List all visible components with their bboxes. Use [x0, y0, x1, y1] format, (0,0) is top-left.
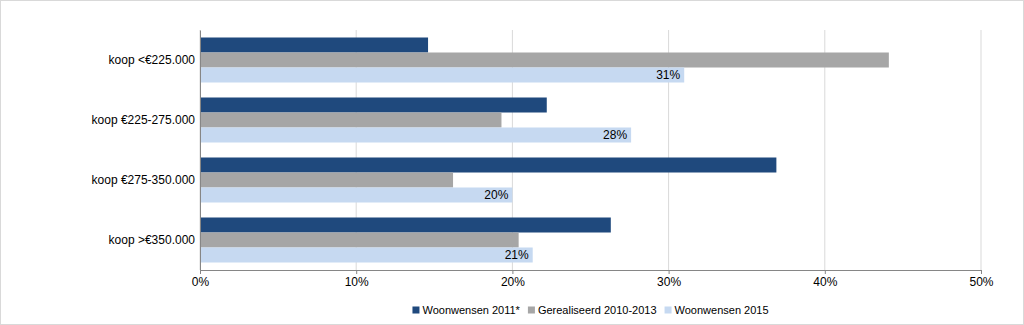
legend-label: Woonwensen 2015: [675, 304, 769, 316]
data-label: 21%: [505, 248, 529, 262]
legend-item: Woonwensen 2011*: [412, 304, 520, 316]
legend-swatch: [665, 307, 672, 314]
series: [200, 53, 889, 248]
tick: 10%: [345, 270, 369, 289]
tick: 40%: [813, 270, 837, 289]
tick: 0%: [192, 270, 210, 289]
legend-swatch: [528, 307, 535, 314]
bar: [200, 128, 631, 143]
tick: koop <€225.000: [109, 53, 196, 67]
tick-label: 10%: [345, 275, 369, 289]
data-label: 20%: [484, 188, 508, 202]
bar: [200, 188, 512, 203]
tick-label: 0%: [192, 275, 210, 289]
tick-label: 40%: [813, 275, 837, 289]
y-axis: koop <€225.000 koop €225-275.000 koop €275…: [92, 31, 201, 271]
category-label: koop <€225.000: [109, 53, 196, 67]
bars: [200, 38, 889, 263]
bar: [200, 113, 501, 128]
category-label: koop €275-350.000: [92, 173, 196, 187]
data-labels: 31% 28% 20% 21%: [484, 68, 680, 262]
tick-mark: [512, 270, 513, 274]
legend: Woonwensen 2011* Gerealiseerd 2010-2013 Wo…: [412, 304, 768, 316]
axis-line: [201, 271, 982, 275]
axis-line: [200, 31, 201, 271]
legend-item: Gerealiseerd 2010-2013: [528, 304, 657, 316]
bar: [200, 248, 533, 263]
legend-label: Gerealiseerd 2010-2013: [538, 304, 657, 316]
bar: [200, 68, 684, 83]
tick: 20%: [501, 270, 525, 289]
tick: koop €225-275.000: [92, 113, 196, 127]
grid-line: [981, 30, 982, 270]
bar: [200, 158, 776, 173]
legend-label: Woonwensen 2011*: [422, 304, 520, 316]
legend-swatch: [412, 307, 419, 314]
tick: koop >€350.000: [109, 233, 196, 247]
tick-label: 50%: [969, 275, 993, 289]
data-label: 28%: [603, 128, 627, 142]
tick-mark: [669, 270, 670, 274]
plot: 31% 28% 20% 21% 0% 10% 20% 30% 40% 50% koop <€225.…: [92, 30, 994, 289]
grid: [200, 30, 981, 270]
tick-mark: [356, 270, 357, 274]
x-axis: 0% 10% 20% 30% 40% 50%: [192, 270, 994, 289]
tick-label: 30%: [657, 275, 681, 289]
category-label: koop >€350.000: [109, 233, 196, 247]
tick-mark: [981, 270, 982, 274]
category-label: koop €225-275.000: [92, 113, 196, 127]
tick-label: 20%: [501, 275, 525, 289]
bar: [200, 53, 889, 68]
bar: [200, 218, 611, 233]
bar: [200, 98, 547, 113]
bar: [200, 173, 453, 188]
data-label: 31%: [656, 68, 680, 82]
tick: 50%: [969, 270, 993, 289]
tick: koop €275-350.000: [92, 173, 196, 187]
series: [200, 68, 684, 263]
tick-mark: [825, 270, 826, 274]
bar: [200, 38, 428, 53]
grid-line: [200, 30, 201, 270]
legend-item: Woonwensen 2015: [665, 304, 769, 316]
tick: 30%: [657, 270, 681, 289]
bar: [200, 233, 519, 248]
chart: 31% 28% 20% 21% 0% 10% 20% 30% 40% 50% koop <€225.…: [0, 0, 1024, 325]
frame: [1, 1, 1024, 325]
tick-mark: [200, 270, 201, 274]
